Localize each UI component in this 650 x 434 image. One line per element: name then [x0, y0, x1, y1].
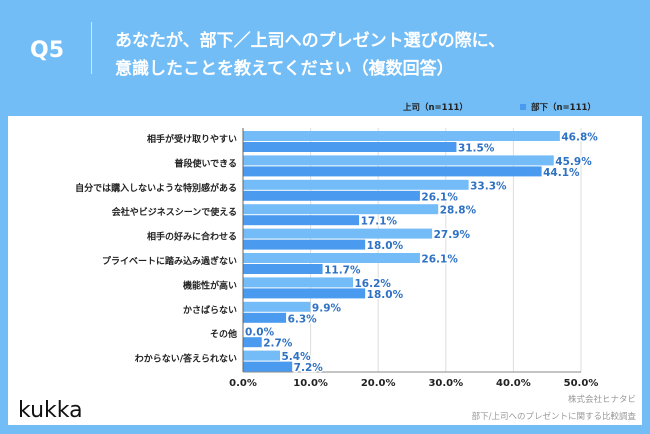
brand-logo: kukka	[18, 398, 83, 423]
data-label: 46.8%	[561, 132, 598, 144]
category-label: 相手が受け取りやすい	[147, 133, 237, 145]
category-label: プライベートに踏み込み過ぎない	[102, 255, 237, 267]
bar	[243, 155, 554, 166]
bar	[243, 350, 281, 361]
bar	[243, 166, 542, 177]
bar	[243, 131, 560, 141]
category-label: 会社やビジネスシーンで使える	[112, 206, 237, 218]
data-label: 0.0%	[245, 327, 275, 339]
page-title: あなたが、部下／上司へのプレゼント選びの際に、 意識したことを教えてください（複…	[115, 27, 505, 83]
legend-label: 部下（n=111）	[531, 102, 596, 113]
bar	[243, 253, 420, 263]
divider	[91, 22, 92, 74]
data-label: 2.7%	[263, 338, 293, 350]
data-label: 7.2%	[294, 362, 324, 374]
data-label: 26.1%	[421, 254, 458, 266]
data-label: 6.3%	[288, 313, 318, 325]
bar	[243, 277, 354, 288]
data-label: 11.7%	[324, 265, 361, 277]
source-company: 株式会社ヒナタビ	[567, 395, 636, 405]
data-label: 9.9%	[312, 302, 342, 314]
bar	[243, 190, 420, 201]
title-line-2: 意識したことを教えてください（複数回答）	[115, 59, 454, 79]
x-tick-label: 30.0%	[428, 378, 463, 389]
bar	[243, 288, 366, 299]
category-label: わからない/答えられない	[135, 353, 237, 365]
x-tick-label: 50.0%	[564, 378, 599, 389]
data-label: 33.3%	[470, 180, 507, 192]
bar	[243, 312, 287, 323]
category-label: 相手の好みに合わせる	[147, 231, 237, 243]
legend-swatch	[392, 104, 398, 110]
bar	[243, 228, 433, 239]
data-label: 5.4%	[282, 351, 312, 363]
question-number: Q5	[30, 38, 65, 63]
data-label: 45.9%	[555, 156, 592, 168]
title-line-1: あなたが、部下／上司へのプレゼント選びの際に、	[115, 31, 506, 51]
data-label: 28.8%	[440, 205, 477, 217]
x-tick-label: 20.0%	[361, 378, 396, 389]
data-label: 26.1%	[421, 191, 458, 203]
category-label: 機能性が高い	[183, 279, 237, 291]
data-label: 16.2%	[355, 278, 392, 290]
x-tick-label: 0.0%	[229, 378, 257, 389]
data-label: 18.0%	[367, 240, 404, 252]
bar	[243, 204, 439, 215]
data-label: 31.5%	[458, 143, 495, 155]
bar	[243, 142, 457, 152]
bar	[243, 239, 366, 250]
category-label: かさばらない	[183, 304, 237, 316]
data-label: 17.1%	[361, 216, 398, 228]
bar	[243, 179, 469, 190]
legend-swatch	[520, 104, 526, 110]
data-label: 27.9%	[434, 229, 471, 241]
bar	[243, 215, 360, 226]
bar	[243, 264, 323, 274]
category-label: 自分では購入しないような特別感がある	[75, 182, 237, 194]
x-tick-label: 40.0%	[496, 378, 531, 389]
category-label: その他	[210, 328, 237, 340]
data-label: 18.0%	[367, 289, 404, 301]
category-label: 普段使いできる	[174, 157, 237, 169]
source-survey: 部下/上司へのプレゼントに関する比較調査	[471, 412, 636, 422]
bar	[243, 301, 311, 312]
legend-label: 上司（n=111）	[403, 102, 468, 113]
data-label: 44.1%	[543, 167, 580, 179]
x-tick-label: 10.0%	[293, 378, 328, 389]
bar	[243, 361, 293, 372]
bar	[243, 337, 262, 348]
